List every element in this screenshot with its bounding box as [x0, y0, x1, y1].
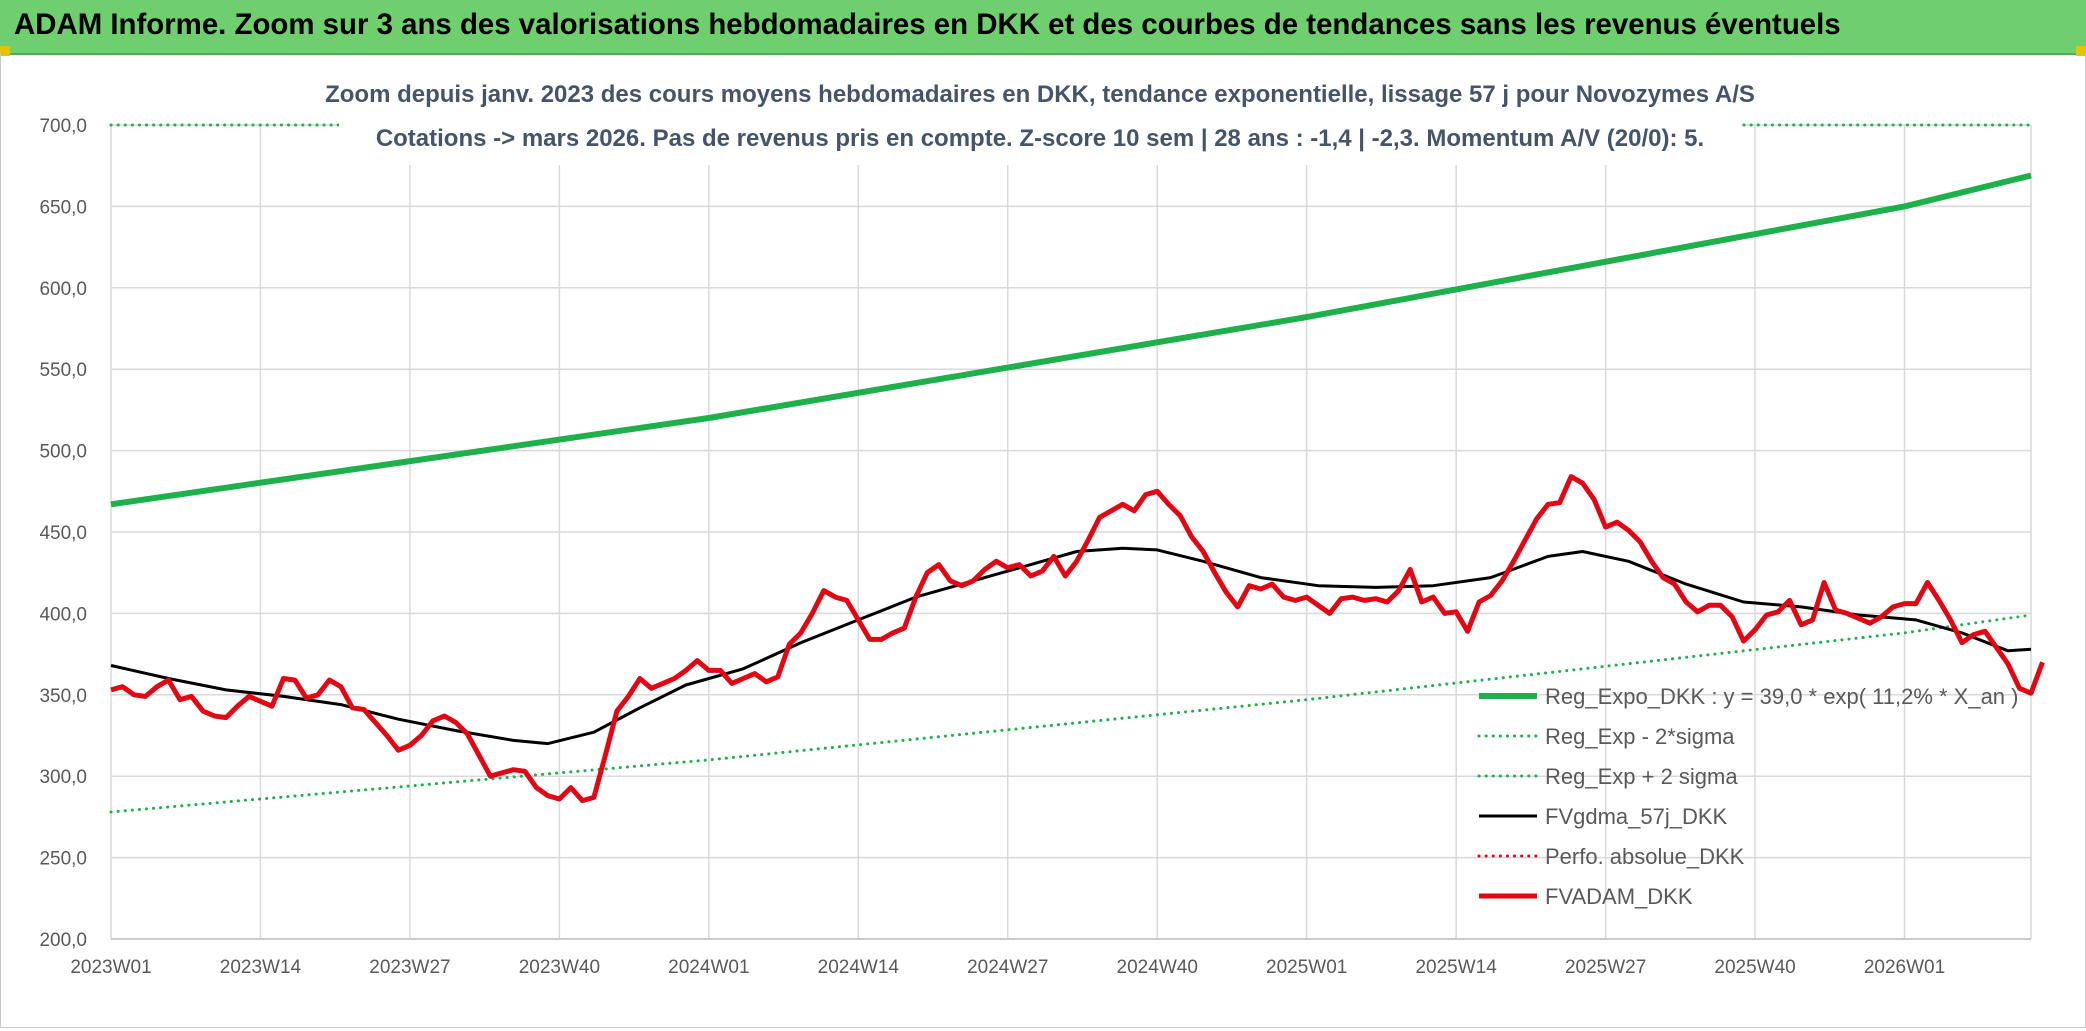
y-tick-label: 350,0	[39, 686, 87, 707]
x-tick-label: 2024W14	[818, 957, 900, 978]
y-tick-label: 700,0	[39, 116, 87, 137]
x-tick-label: 2023W40	[519, 957, 600, 978]
x-tick-label: 2025W01	[1266, 957, 1347, 978]
y-tick-label: 550,0	[39, 360, 87, 381]
x-tick-label: 2023W14	[220, 957, 302, 978]
y-tick-label: 400,0	[39, 604, 87, 625]
report-banner: ADAM Informe. Zoom sur 3 ans des valoris…	[0, 0, 2086, 55]
y-tick-label: 300,0	[39, 767, 87, 788]
chart-title-line1: Zoom depuis janv. 2023 des cours moyens …	[325, 81, 1755, 108]
series-line	[109, 613, 2033, 814]
chart-titles: Zoom depuis janv. 2023 des cours moyens …	[325, 55, 1755, 165]
legend: Reg_Expo_DKK : y = 39,0 * exp( 11,2% * X…	[1477, 684, 2018, 909]
series-line	[110, 172, 2032, 508]
chart-title-line2: Cotations -> mars 2026. Pas de revenus p…	[376, 125, 1704, 152]
x-tick-label: 2025W40	[1714, 957, 1795, 978]
legend-label: Reg_Expo_DKK : y = 39,0 * exp( 11,2% * X…	[1545, 684, 2018, 709]
series-line	[110, 546, 2032, 746]
x-tick-label: 2026W01	[1864, 957, 1945, 978]
x-tick-label: 2025W27	[1565, 957, 1646, 978]
report-title: ADAM Informe. Zoom sur 3 ans des valoris…	[14, 8, 1841, 41]
x-tick-label: 2024W27	[967, 957, 1048, 978]
legend-label: FVgdma_57j_DKK	[1545, 804, 1728, 829]
banner-corner-right	[2076, 46, 2086, 56]
x-tick-label: 2024W01	[668, 957, 749, 978]
legend-label: Reg_Exp + 2 sigma	[1545, 764, 1738, 789]
y-axis: 200,0 250,0 300,0 350,0 400,0 450,0 500,0 550,0…	[39, 116, 87, 951]
y-tick-label: 200,0	[39, 930, 87, 951]
legend-label: FVADAM_DKK	[1545, 884, 1693, 909]
x-tick-label: 2024W40	[1117, 957, 1198, 978]
banner-corner-left	[0, 46, 10, 56]
y-tick-label: 250,0	[39, 849, 87, 870]
x-tick-label: 2023W01	[70, 957, 151, 978]
x-axis: 2023W01 2023W14 2023W27 2023W40 2024W01 2024W…	[70, 938, 2031, 978]
legend-label: Reg_Exp - 2*sigma	[1545, 724, 1735, 749]
grid	[110, 124, 2032, 940]
y-tick-label: 650,0	[39, 197, 87, 218]
y-tick-label: 600,0	[39, 279, 87, 300]
legend-label: Perfo. absolue_DKK	[1545, 844, 1745, 869]
x-tick-label: 2025W14	[1415, 957, 1497, 978]
chart-frame: 200,0 250,0 300,0 350,0 400,0 450,0 500,0 550,0…	[0, 53, 2086, 1028]
x-tick-label: 2023W27	[369, 957, 450, 978]
y-tick-label: 500,0	[39, 442, 87, 463]
line-chart: 200,0 250,0 300,0 350,0 400,0 450,0 500,0 550,0…	[39, 55, 2045, 978]
title-background	[339, 55, 1741, 165]
y-tick-label: 450,0	[39, 523, 87, 544]
series-line	[110, 474, 2045, 804]
